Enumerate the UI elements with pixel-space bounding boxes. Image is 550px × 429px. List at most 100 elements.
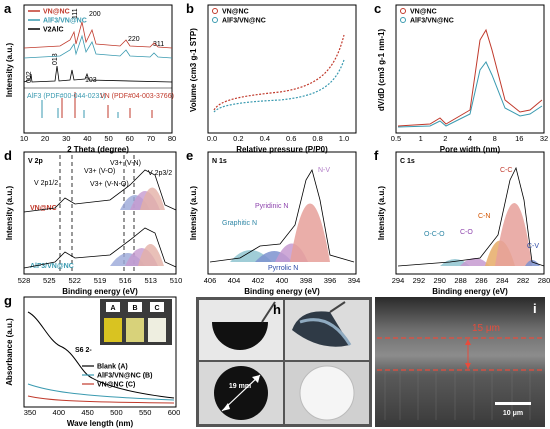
x-ticks-f: 294 292 290 288 286 284 282 280 bbox=[392, 276, 550, 285]
x-ticks-b: 0.0 0.2 0.4 0.6 0.8 1.0 bbox=[207, 134, 349, 143]
isotherm-alf3 bbox=[213, 59, 345, 113]
y-axis-label-e: Intensity (a.u.) bbox=[189, 186, 198, 241]
x-ticks-g: 350 400 450 500 550 600 bbox=[24, 408, 181, 417]
x-ticks-a: 10 20 30 40 50 60 70 80 bbox=[20, 134, 176, 143]
x-tick-label: 292 bbox=[413, 276, 426, 285]
f-label: C-C bbox=[500, 167, 512, 174]
psd-vn bbox=[397, 28, 543, 127]
x-tick-label: 0.2 bbox=[233, 134, 243, 143]
x-axis-label-f: Binding energy (eV) bbox=[432, 287, 508, 296]
x-tick-label: 519 bbox=[94, 276, 107, 285]
peak-label: 220 bbox=[128, 36, 140, 43]
x-tick-label: 60 bbox=[126, 134, 134, 143]
panel-b: b VN@NC AlF3/VN@NC 0.0 0.2 0.4 0.6 0.8 1.0 Re… bbox=[186, 1, 357, 154]
x-tick-label: 282 bbox=[517, 276, 530, 285]
legend-vn: VN@NC bbox=[222, 9, 249, 16]
x-tick-label: 396 bbox=[324, 276, 337, 285]
x-tick-label: 288 bbox=[454, 276, 467, 285]
panel-b-letter: b bbox=[186, 1, 194, 16]
x-tick-label: 80 bbox=[168, 134, 176, 143]
x-axis-label-b: Relative pressure (P/P0) bbox=[236, 145, 328, 154]
x-tick-label: 350 bbox=[24, 408, 37, 417]
d-title: V 2p bbox=[28, 158, 43, 165]
x-tick-label: 2 bbox=[443, 134, 447, 143]
x-axis-label-g: Wave length (nm) bbox=[67, 419, 134, 428]
x-tick-label: 0.5 bbox=[391, 134, 401, 143]
x-tick-label: 284 bbox=[496, 276, 509, 285]
x-tick-label: 0.6 bbox=[286, 134, 296, 143]
x-tick-label: 0.0 bbox=[207, 134, 217, 143]
e-label: N-V bbox=[318, 167, 330, 174]
x-ticks-d: 528 525 522 519 516 513 510 bbox=[18, 276, 183, 285]
panel-e-letter: e bbox=[186, 148, 193, 163]
e-title: N 1s bbox=[212, 158, 227, 165]
x-ticks-e: 406 404 402 400 398 396 394 bbox=[204, 276, 361, 285]
diameter-label: 19 mm bbox=[229, 383, 251, 390]
ref-alf3-label: AlF3 (PDF#00-044-0231) bbox=[27, 93, 106, 100]
f-label: O-C-O bbox=[424, 231, 445, 238]
legend-alf3: AlF3/VN@NC bbox=[222, 18, 266, 25]
x-tick-label: 0.4 bbox=[260, 134, 270, 143]
abs-blank bbox=[27, 311, 175, 399]
xrd-trace-alf3 bbox=[23, 34, 173, 59]
panel-c: c VN@NC AlF3/VN@NC 0.5 1 2 4 8 16 32 Pore widt… bbox=[374, 1, 548, 154]
d-label: V 2p3/2 bbox=[148, 170, 172, 177]
semicircle-membrane bbox=[212, 322, 268, 350]
e-label: Graphitic N bbox=[222, 220, 257, 227]
legend-alf3: AlF3/VN@NC bbox=[410, 18, 454, 25]
s6-annotation: S6 2- bbox=[75, 347, 92, 354]
x-axis-label-e: Binding energy (eV) bbox=[244, 287, 320, 296]
panel-f-letter: f bbox=[374, 148, 379, 163]
vial-label: A bbox=[110, 305, 115, 312]
y-axis-label-g: Absorbance (a.u.) bbox=[5, 318, 14, 386]
panel-e: e N 1s N-V Pyridinic N Graphitic N Pyrro… bbox=[186, 148, 360, 296]
xrd-trace-vn bbox=[23, 21, 173, 49]
e-label: Pyrrolic N bbox=[268, 265, 298, 272]
x-tick-label: 8 bbox=[493, 134, 497, 143]
y-axis-label-d: Intensity (a.u.) bbox=[5, 186, 14, 241]
peak-label: 013 bbox=[52, 53, 59, 65]
x-axis-label-d: Binding energy (eV) bbox=[62, 287, 138, 296]
x-tick-label: 280 bbox=[538, 276, 550, 285]
x-tick-label: 20 bbox=[41, 134, 49, 143]
panel-a-letter: a bbox=[4, 1, 12, 16]
peak-label: 103 bbox=[85, 77, 97, 84]
ref-sticks-vn bbox=[61, 92, 153, 118]
x-tick-label: 50 bbox=[104, 134, 112, 143]
x-tick-label: 600 bbox=[168, 408, 181, 417]
f-label: C-V bbox=[527, 243, 539, 250]
y-axis-label-b: Volume (cm3 g-1 STP) bbox=[189, 28, 198, 112]
e-label: Pyridinic N bbox=[255, 203, 288, 210]
x-tick-label: 286 bbox=[475, 276, 488, 285]
x-tick-label: 0.8 bbox=[312, 134, 322, 143]
vial-label: B bbox=[132, 305, 137, 312]
x-tick-label: 30 bbox=[62, 134, 70, 143]
peak-label: 200 bbox=[89, 11, 101, 18]
legend-v2alc: V2AlC bbox=[43, 27, 64, 34]
panel-f: f C 1s C-C C-N C-O O-C-O C-V 294 292 290 28… bbox=[374, 148, 550, 296]
panel-d-letter: d bbox=[4, 148, 12, 163]
x-tick-label: 400 bbox=[276, 276, 289, 285]
d-label: V 2p1/2 bbox=[34, 180, 58, 187]
peak-label: 002 bbox=[26, 71, 33, 83]
y-axis-label-a: Intensity (a.u.) bbox=[5, 43, 14, 98]
d-trace-label: AlF3/VN@NC bbox=[30, 263, 74, 270]
thickness-label: 15 μm bbox=[472, 323, 500, 334]
x-tick-label: 294 bbox=[392, 276, 405, 285]
x-tick-label: 510 bbox=[170, 276, 183, 285]
abs-vn bbox=[27, 395, 175, 404]
x-tick-label: 1 bbox=[419, 134, 423, 143]
legend-alf3: AlF3/VN@NC bbox=[43, 18, 87, 25]
legend-vn: VN@NC (C) bbox=[97, 382, 135, 389]
scalebar-label: 10 μm bbox=[503, 410, 523, 417]
peak-label: 311 bbox=[153, 41, 164, 48]
x-tick-label: 32 bbox=[540, 134, 548, 143]
x-tick-label: 516 bbox=[119, 276, 132, 285]
ref-sticks-alf3 bbox=[41, 100, 119, 118]
x-tick-label: 528 bbox=[18, 276, 31, 285]
x-tick-label: 1.0 bbox=[339, 134, 349, 143]
x-axis-label-c: Pore width (nm) bbox=[440, 145, 501, 154]
panel-g-letter: g bbox=[4, 293, 12, 308]
f-title: C 1s bbox=[400, 158, 415, 165]
